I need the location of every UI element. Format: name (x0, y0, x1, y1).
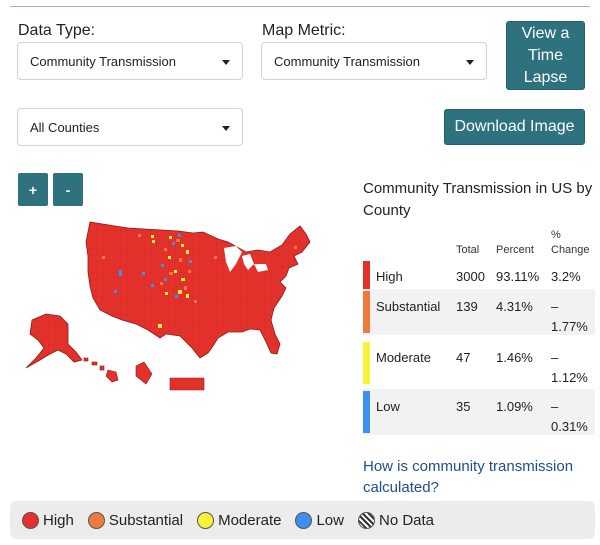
summary-title: Community Transmission in US by County (363, 180, 593, 219)
level-color-bar (363, 261, 370, 303)
substantial-dot-icon (87, 511, 105, 529)
low-dot-icon (295, 511, 313, 529)
legend-item-no-data[interactable]: No Data (357, 511, 435, 529)
level-name: Substantial (376, 299, 441, 314)
header-change-symbol: % (551, 229, 561, 241)
low-counties (114, 234, 192, 298)
level-total: 139 (456, 299, 478, 314)
level-change-sign: – (551, 350, 559, 365)
transmission-info-link[interactable]: How is community transmission calculated… (363, 458, 574, 496)
map-metric-label: Map Metric: (262, 22, 346, 39)
county-filter-value: All Counties (30, 119, 100, 135)
level-percent: 1.46% (496, 350, 533, 365)
level-name: High (376, 269, 403, 284)
level-total: 35 (456, 399, 471, 414)
legend-label: High (43, 511, 74, 529)
time-lapse-line-2: Time (528, 46, 563, 64)
territory-shape (135, 361, 153, 385)
chevron-down-icon (466, 60, 474, 65)
header-percent: Percent (496, 244, 534, 256)
level-change-sign: – (551, 299, 559, 314)
data-type-select[interactable]: Community Transmission (17, 42, 243, 80)
header-change: Change (551, 244, 590, 256)
legend-label: No Data (378, 511, 435, 529)
legend-label: Low (316, 511, 344, 529)
level-percent: 1.09% (496, 399, 533, 414)
map-metric-value: Community Transmission (274, 53, 420, 69)
table-row: Substantial 139 4.31% – 1.77% (363, 289, 595, 335)
level-change: 1.12% (551, 370, 588, 385)
legend-label: Moderate (218, 511, 282, 529)
legend-label: Substantial (108, 511, 184, 529)
level-change: 1.77% (551, 319, 588, 334)
great-lakes-shape (224, 246, 268, 272)
view-time-lapse-button[interactable]: View a Time Lapse (506, 21, 585, 90)
time-lapse-line-3: Lapse (523, 68, 568, 86)
map-legend: High Substantial Moderate Low No Data (10, 501, 595, 539)
level-color-bar (363, 391, 370, 433)
level-change-sign: – (551, 399, 559, 414)
level-change: 0.31% (551, 419, 588, 434)
level-percent: 4.31% (496, 299, 533, 314)
top-divider (10, 6, 590, 7)
level-name: Low (376, 399, 400, 414)
substantial-counties (102, 234, 297, 303)
level-change: 3.2% (551, 269, 581, 284)
legend-item-low[interactable]: Low (295, 511, 344, 529)
moderate-dot-icon (197, 511, 215, 529)
download-image-button[interactable]: Download Image (444, 109, 585, 145)
table-row: Moderate 47 1.46% – 1.12% (363, 340, 595, 386)
moderate-counties (151, 235, 189, 328)
legend-item-high[interactable]: High (22, 511, 74, 529)
hawaii-shape (83, 357, 119, 383)
level-color-bar (363, 342, 370, 384)
county-filter-select[interactable]: All Counties (17, 108, 243, 146)
level-name: Moderate (376, 350, 431, 365)
level-color-bar (363, 291, 370, 333)
table-row: High 3000 93.11% 3.2% (363, 259, 595, 305)
time-lapse-line-1: View a (521, 24, 570, 42)
level-total: 3000 (456, 269, 485, 284)
header-total: Total (456, 244, 480, 256)
legend-item-moderate[interactable]: Moderate (197, 511, 282, 529)
level-total: 47 (456, 350, 471, 365)
data-type-value: Community Transmission (30, 53, 176, 69)
alaska-shape (25, 313, 83, 369)
chevron-down-icon (222, 60, 230, 65)
map-metric-select[interactable]: Community Transmission (261, 42, 487, 80)
data-type-label: Data Type: (18, 22, 96, 39)
legend-item-substantial[interactable]: Substantial (87, 511, 184, 529)
chevron-down-icon (222, 126, 230, 131)
puerto-rico-shape (169, 377, 205, 391)
zoom-in-button[interactable]: + (18, 173, 48, 206)
high-dot-icon (22, 511, 39, 529)
zoom-out-button[interactable]: - (53, 173, 83, 206)
mainland-us-shape (85, 221, 311, 359)
us-county-map[interactable] (18, 212, 318, 402)
table-row: Low 35 1.09% – 0.31% (363, 389, 595, 435)
no-data-hatch-icon (357, 511, 375, 529)
level-percent: 93.11% (496, 269, 540, 284)
